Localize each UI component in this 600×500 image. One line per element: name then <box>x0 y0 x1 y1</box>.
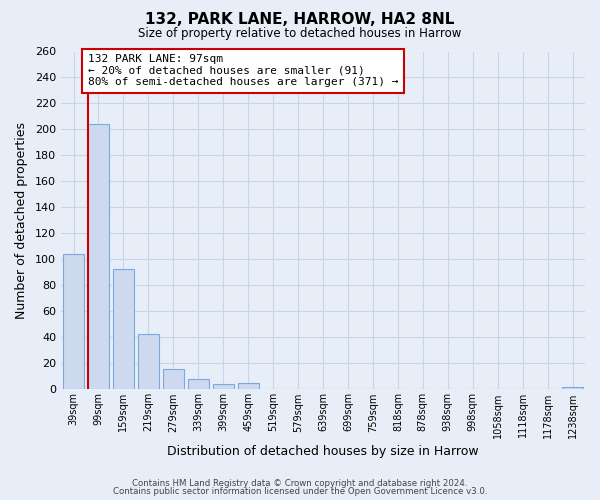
Bar <box>163 368 184 390</box>
Bar <box>562 387 583 390</box>
Y-axis label: Number of detached properties: Number of detached properties <box>15 122 28 319</box>
Bar <box>88 124 109 390</box>
X-axis label: Distribution of detached houses by size in Harrow: Distribution of detached houses by size … <box>167 444 479 458</box>
Bar <box>138 334 159 390</box>
Text: 132, PARK LANE, HARROW, HA2 8NL: 132, PARK LANE, HARROW, HA2 8NL <box>145 12 455 28</box>
Bar <box>113 268 134 390</box>
Bar <box>63 254 84 390</box>
Text: Contains HM Land Registry data © Crown copyright and database right 2024.: Contains HM Land Registry data © Crown c… <box>132 478 468 488</box>
Bar <box>238 383 259 390</box>
Text: Size of property relative to detached houses in Harrow: Size of property relative to detached ho… <box>139 28 461 40</box>
Text: Contains public sector information licensed under the Open Government Licence v3: Contains public sector information licen… <box>113 487 487 496</box>
Bar <box>212 384 234 390</box>
Text: 132 PARK LANE: 97sqm
← 20% of detached houses are smaller (91)
80% of semi-detac: 132 PARK LANE: 97sqm ← 20% of detached h… <box>88 54 398 88</box>
Bar <box>188 379 209 390</box>
